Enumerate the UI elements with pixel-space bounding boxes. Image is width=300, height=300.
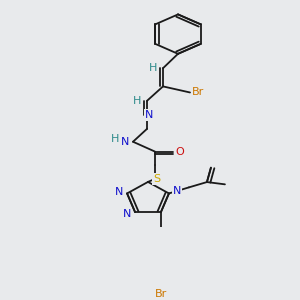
Text: Br: Br [192, 88, 204, 98]
Text: H: H [133, 96, 141, 106]
Text: H: H [149, 63, 157, 73]
Text: N: N [123, 208, 131, 219]
Text: Br: Br [155, 289, 167, 299]
Text: N: N [173, 186, 181, 196]
Text: N: N [115, 187, 123, 197]
Text: S: S [153, 174, 161, 184]
Text: O: O [176, 147, 184, 157]
Text: N: N [121, 137, 129, 147]
Text: N: N [145, 110, 153, 120]
Text: H: H [111, 134, 119, 145]
